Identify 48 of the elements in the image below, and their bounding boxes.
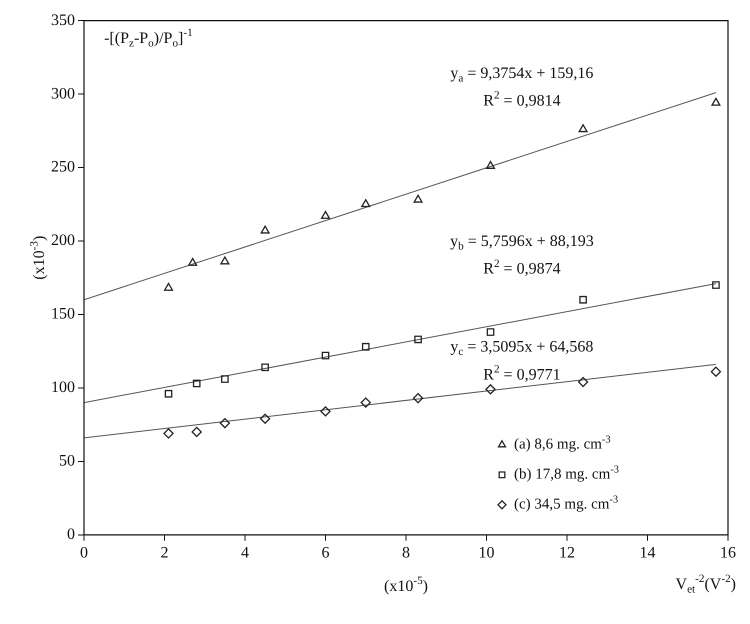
point	[414, 336, 422, 344]
x-tick-label: 8	[402, 544, 410, 562]
point	[362, 342, 370, 351]
x-tick-label: 6	[322, 544, 330, 562]
x-tick-label: 0	[80, 544, 88, 562]
y-tick-label: 50	[59, 452, 75, 470]
point	[710, 366, 722, 377]
point	[320, 406, 331, 417]
point	[412, 393, 424, 404]
x-tick-label: 14	[640, 544, 656, 562]
point	[192, 426, 202, 438]
point	[360, 397, 371, 408]
point	[578, 376, 588, 388]
point	[414, 194, 423, 203]
y-tick-label: 200	[51, 232, 75, 250]
y-tick-label: 250	[51, 158, 75, 176]
point	[486, 160, 496, 169]
point	[221, 375, 229, 383]
point	[578, 124, 588, 132]
y-tick-label: 300	[51, 85, 75, 102]
point	[712, 281, 720, 289]
point	[361, 199, 370, 208]
point	[261, 363, 269, 372]
point	[164, 282, 174, 291]
x-tick-label: 10	[478, 544, 494, 562]
point	[579, 296, 587, 304]
point	[220, 256, 230, 264]
y-tick-label: 100	[51, 379, 75, 396]
point	[711, 98, 720, 106]
y-tick-label: 350	[51, 12, 75, 29]
x-tick-label: 4	[241, 544, 249, 562]
x-tick-label: 2	[160, 544, 168, 562]
point	[260, 226, 270, 234]
point	[260, 414, 270, 424]
point	[486, 328, 494, 336]
y-tick-label: 0	[67, 526, 75, 544]
point	[192, 380, 201, 388]
point	[164, 390, 172, 398]
x-tick-label: 16	[720, 544, 736, 562]
point	[188, 258, 198, 266]
point	[220, 418, 230, 428]
y-axis-title: (x10-3)	[28, 236, 48, 280]
point	[322, 352, 330, 360]
point	[485, 384, 496, 395]
point	[163, 428, 174, 439]
point	[320, 210, 330, 219]
y-tick-label: 150	[51, 306, 75, 323]
x-tick-label: 12	[559, 544, 575, 562]
